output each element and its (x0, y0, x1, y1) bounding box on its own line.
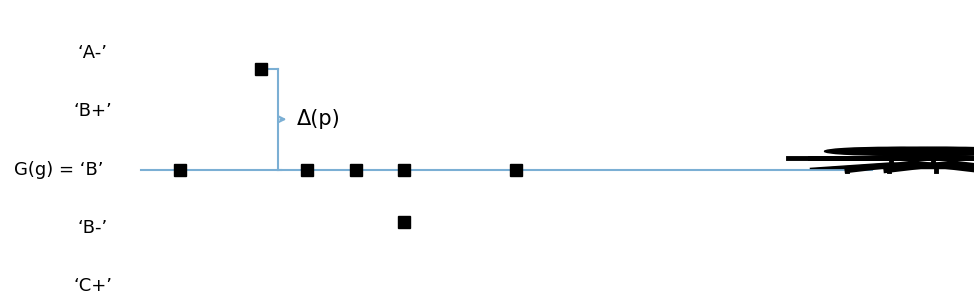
Polygon shape (809, 163, 973, 168)
Text: ‘B+’: ‘B+’ (73, 102, 112, 120)
Circle shape (867, 147, 974, 155)
Text: ‘C+’: ‘C+’ (73, 278, 112, 295)
Text: G(g) = ‘B’: G(g) = ‘B’ (14, 161, 103, 178)
Circle shape (886, 147, 974, 155)
Text: ‘B-’: ‘B-’ (77, 219, 108, 237)
Circle shape (825, 147, 957, 155)
Circle shape (847, 147, 974, 155)
Text: Δ(p): Δ(p) (297, 109, 341, 129)
Text: ‘A-’: ‘A-’ (78, 43, 107, 62)
Polygon shape (851, 163, 974, 168)
